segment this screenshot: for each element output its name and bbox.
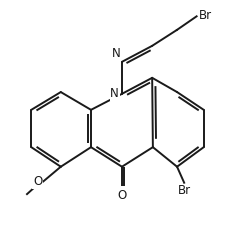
Text: O: O	[33, 175, 42, 188]
Text: Br: Br	[198, 9, 212, 22]
Text: Br: Br	[178, 184, 192, 198]
Text: N: N	[110, 87, 119, 100]
Text: O: O	[117, 189, 127, 202]
Text: N: N	[111, 47, 120, 60]
